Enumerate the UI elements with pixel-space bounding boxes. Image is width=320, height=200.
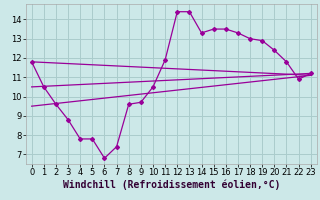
X-axis label: Windchill (Refroidissement éolien,°C): Windchill (Refroidissement éolien,°C) xyxy=(62,180,280,190)
